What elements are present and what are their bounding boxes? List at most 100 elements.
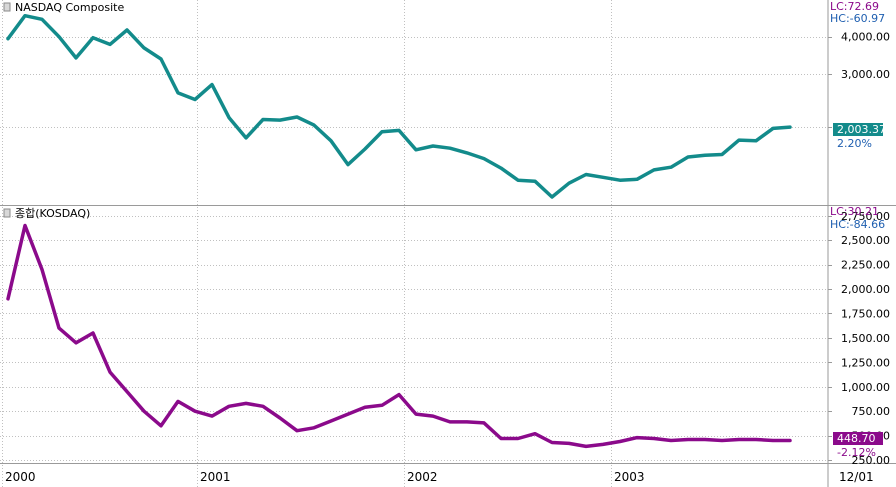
y-tick-label: 250.00 — [852, 454, 891, 467]
kosdaq-data-point — [363, 406, 367, 409]
kosdaq-data-point — [516, 437, 520, 440]
x-tick-label: 2002 — [407, 470, 438, 484]
y-tick-label: 1,250.00 — [841, 356, 890, 369]
y-tick-label: 1,500.00 — [841, 332, 890, 345]
kosdaq-data-point — [244, 402, 248, 405]
nasdaq-hc-label: HC:-60.97 — [830, 12, 885, 25]
kosdaq-data-point — [482, 421, 486, 425]
kosdaq-data-point — [261, 405, 265, 408]
nasdaq-data-point — [363, 147, 367, 151]
kosdaq-data-point — [414, 412, 418, 416]
nasdaq-data-point — [57, 35, 61, 38]
x-tick-label: 2001 — [200, 470, 231, 484]
nasdaq-data-point — [125, 28, 129, 32]
kosdaq-data-point — [57, 326, 61, 330]
kosdaq-data-point — [533, 432, 537, 435]
nasdaq-data-point — [533, 180, 537, 183]
nasdaq-data-point — [397, 129, 401, 132]
nasdaq-data-point — [6, 37, 10, 40]
nasdaq-data-point — [176, 91, 180, 95]
nasdaq-data-point — [159, 57, 163, 61]
kosdaq-data-point — [380, 404, 384, 407]
y-tick-label: 2,000.00 — [841, 283, 890, 296]
nasdaq-data-point — [312, 123, 316, 127]
nasdaq-data-point — [465, 151, 469, 155]
nasdaq-data-point — [771, 127, 775, 130]
kosdaq-data-point — [584, 445, 588, 448]
kosdaq-data-point — [448, 420, 452, 424]
nasdaq-data-point — [74, 56, 78, 60]
nasdaq-data-point — [703, 154, 707, 157]
nasdaq-last-change: 2.20% — [837, 137, 872, 150]
kosdaq-data-point — [6, 297, 10, 300]
kosdaq-data-point — [754, 438, 758, 441]
nasdaq-data-point — [210, 83, 214, 86]
kosdaq-data-point — [210, 414, 214, 418]
nasdaq-data-point — [686, 155, 690, 159]
nasdaq-data-point — [720, 153, 724, 156]
nasdaq-data-point — [91, 36, 95, 39]
nasdaq-data-point — [788, 125, 792, 129]
nasdaq-lc-label: LC:72.69 — [830, 0, 879, 13]
nasdaq-data-point — [295, 115, 299, 119]
kosdaq-data-point — [23, 224, 27, 227]
y-tick-label: 3,000.00 — [841, 68, 890, 81]
nasdaq-data-point — [635, 178, 639, 181]
kosdaq-panel-icon[interactable] — [3, 208, 11, 218]
nasdaq-data-point — [652, 168, 656, 172]
nasdaq-last-value-box — [833, 123, 883, 136]
nasdaq-data-point — [23, 14, 27, 17]
kosdaq-data-point — [720, 439, 724, 442]
kosdaq-data-point — [74, 341, 78, 344]
nasdaq-data-point — [227, 116, 231, 119]
nasdaq-data-point — [244, 136, 248, 140]
kosdaq-data-point — [788, 439, 792, 442]
kosdaq-data-point — [465, 420, 469, 424]
kosdaq-hc-label: HC:-84.66 — [830, 218, 885, 231]
kosdaq-data-point — [193, 410, 197, 413]
kosdaq-series-line — [6, 223, 792, 449]
nasdaq-data-point — [754, 139, 758, 142]
kosdaq-data-point — [618, 440, 622, 443]
kosdaq-data-point — [142, 410, 146, 413]
kosdaq-data-point — [550, 441, 554, 444]
nasdaq-data-point — [448, 147, 452, 150]
kosdaq-data-point — [703, 438, 707, 441]
kosdaq-data-point — [669, 439, 673, 442]
kosdaq-data-point — [567, 442, 571, 445]
kosdaq-data-point — [431, 414, 435, 418]
nasdaq-data-point — [737, 138, 741, 142]
nasdaq-data-point — [142, 46, 146, 50]
nasdaq-data-point — [618, 179, 622, 182]
nasdaq-panel-icon[interactable] — [3, 2, 11, 12]
kosdaq-data-point — [346, 412, 350, 416]
kosdaq-data-point — [686, 438, 690, 441]
nasdaq-panel-title: NASDAQ Composite — [15, 1, 124, 14]
nasdaq-data-point — [329, 139, 333, 142]
series-lines — [6, 13, 792, 449]
nasdaq-data-point — [516, 179, 520, 182]
y-tick-label: 4,000.00 — [841, 31, 890, 44]
kosdaq-data-point — [159, 424, 163, 427]
kosdaq-panel-title: 종합(KOSDAQ) — [15, 207, 90, 220]
kosdaq-data-point — [397, 393, 401, 396]
kosdaq-data-point — [652, 437, 656, 440]
kosdaq-data-point — [737, 438, 741, 441]
nasdaq-data-point — [499, 166, 503, 170]
y-tick-label: 1,750.00 — [841, 307, 890, 320]
kosdaq-data-point — [499, 437, 503, 440]
nasdaq-data-point — [482, 157, 486, 160]
nasdaq-data-point — [567, 182, 571, 185]
kosdaq-data-point — [176, 400, 180, 403]
nasdaq-data-point — [414, 148, 418, 151]
nasdaq-data-point — [108, 43, 112, 46]
nasdaq-data-point — [40, 18, 44, 21]
nasdaq-last-value: 2,003.37 — [837, 123, 886, 136]
kosdaq-data-point — [295, 429, 299, 432]
y-tick-label: 2,750.00 — [841, 210, 890, 223]
x-tick-label: 2000 — [5, 470, 36, 484]
kosdaq-data-point — [278, 416, 282, 420]
nasdaq-data-point — [669, 166, 673, 169]
nasdaq-data-point — [550, 195, 554, 199]
nasdaq-data-point — [193, 98, 197, 101]
